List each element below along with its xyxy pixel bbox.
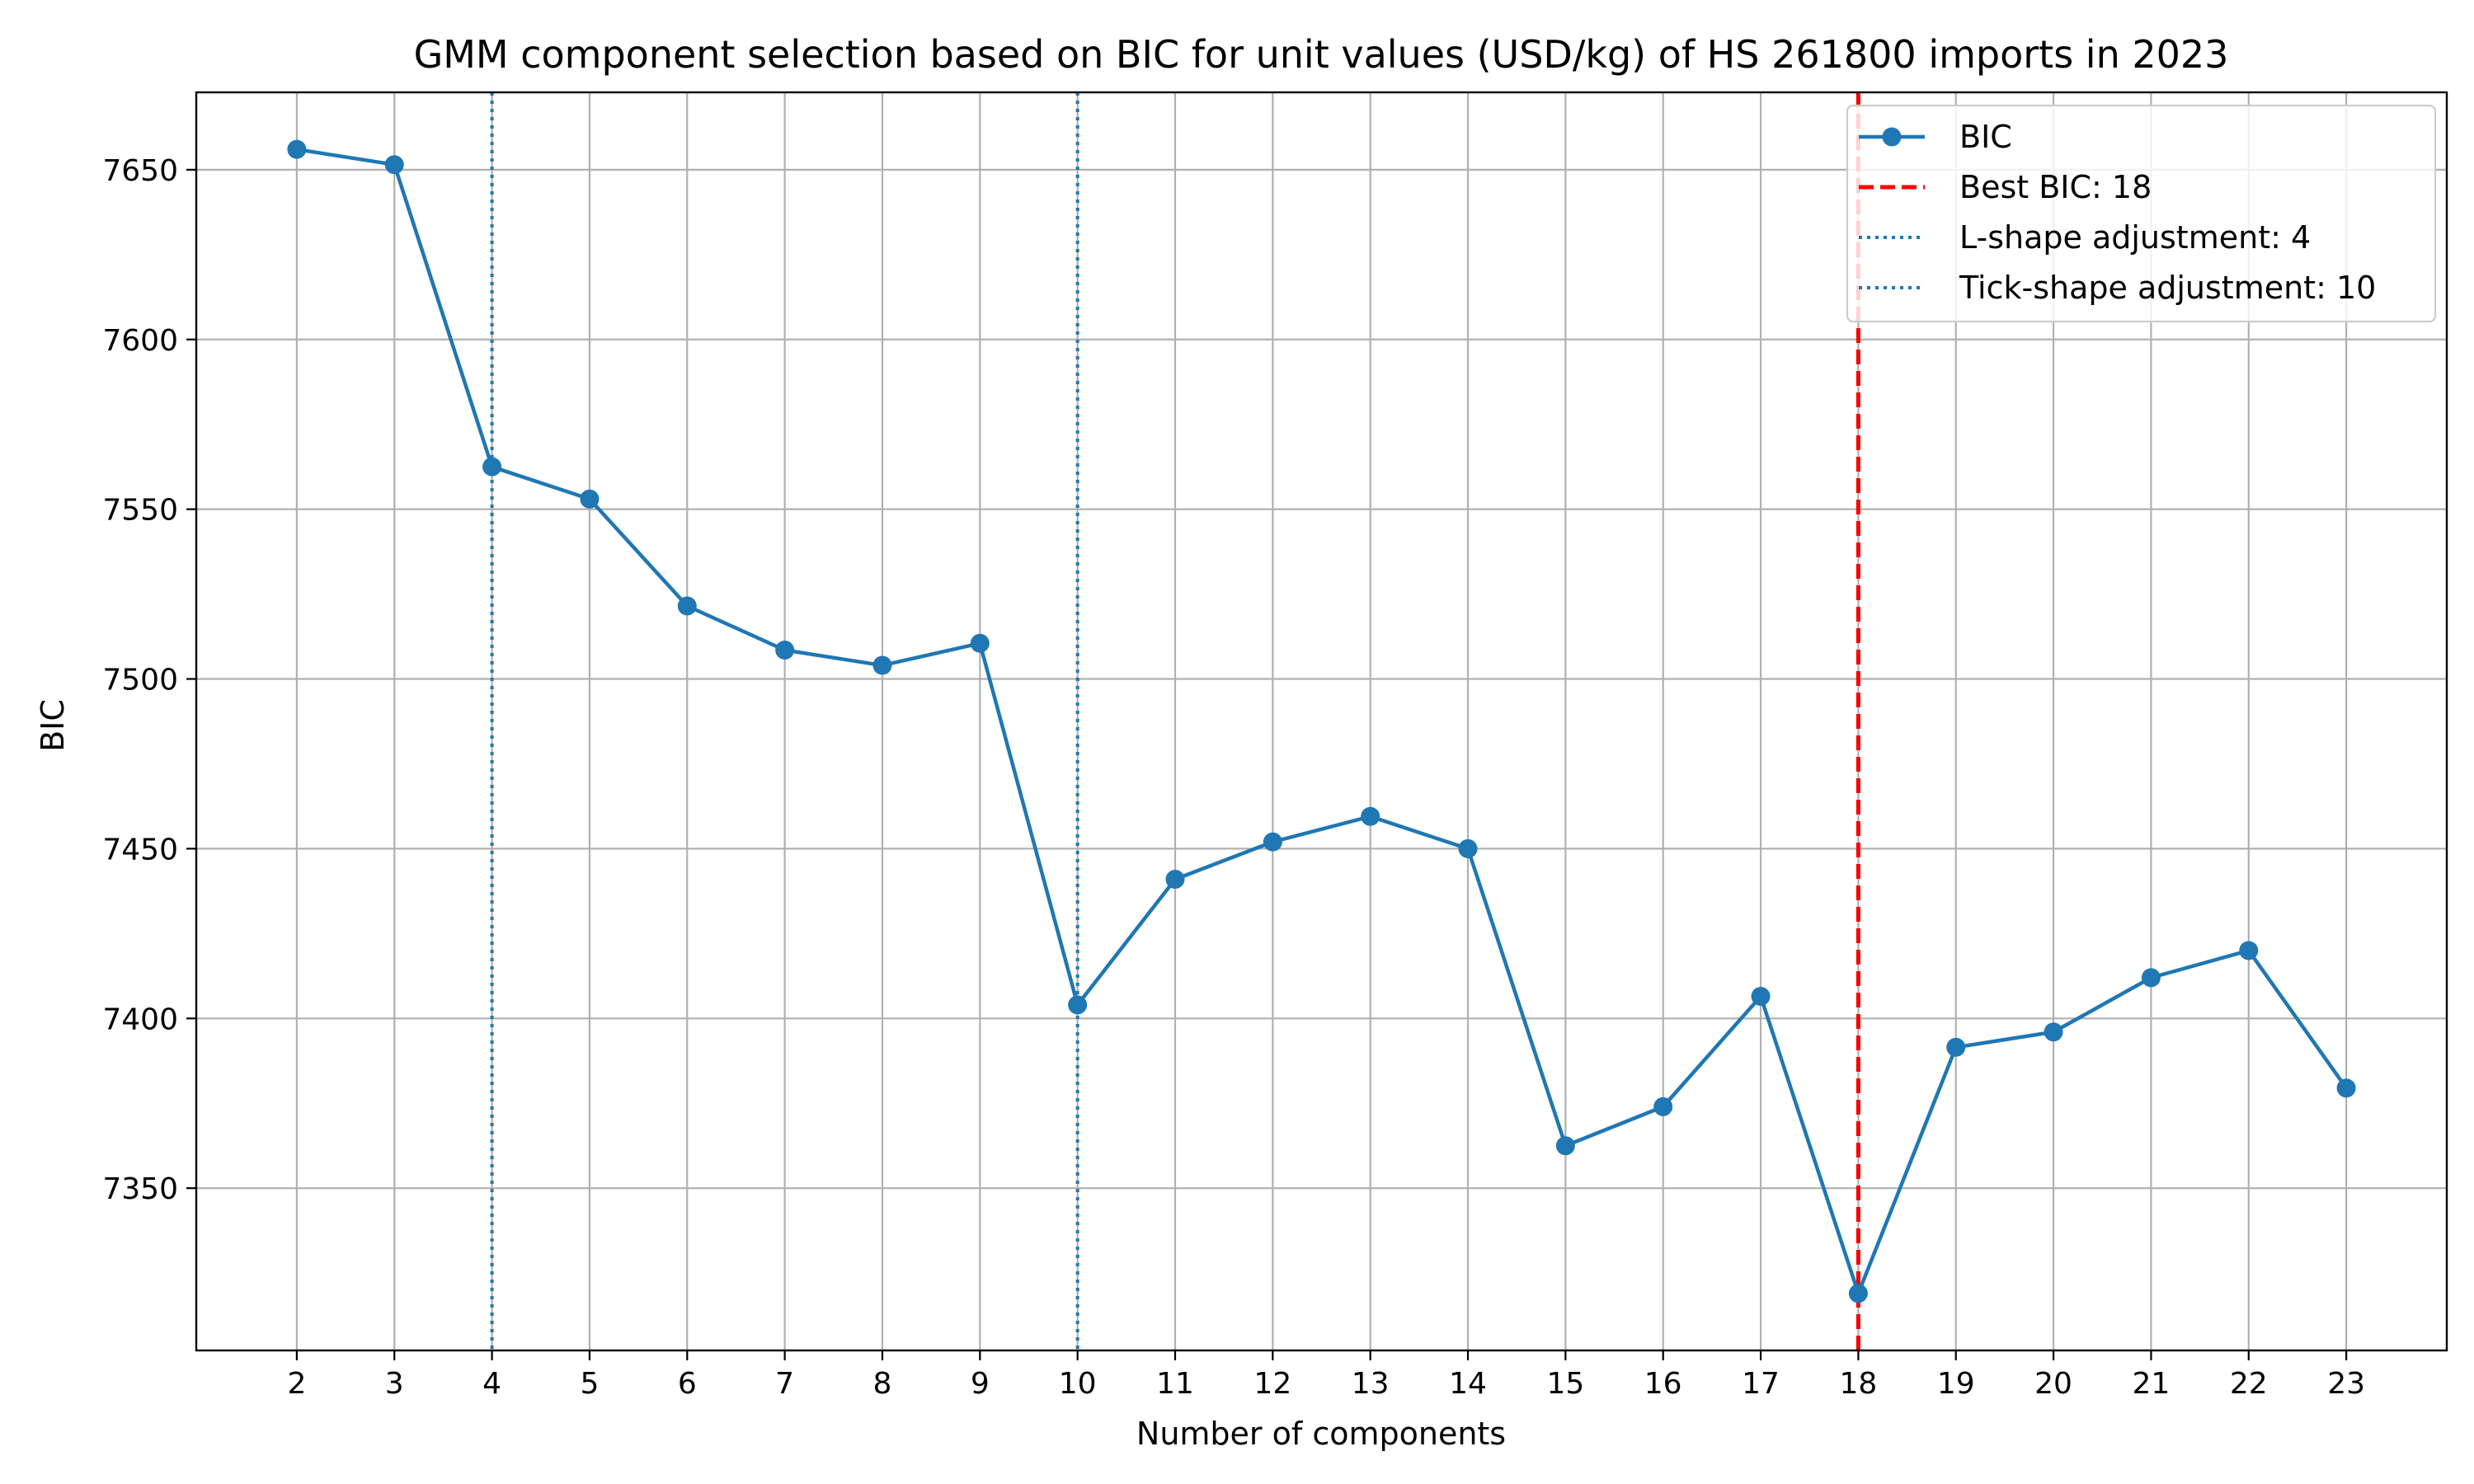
x-tick-label: 8 [873,1367,892,1401]
data-point [482,457,502,477]
data-point [872,655,892,675]
data-point [1068,995,1088,1015]
data-point [775,641,795,660]
y-axis-label: BIC [35,699,71,752]
y-tick-label: 7600 [102,324,178,358]
data-point [384,155,404,175]
data-point [2239,941,2259,960]
x-tick-label: 12 [1253,1367,1291,1401]
data-point [1165,869,1185,889]
x-axis-ticks: 2 3 4 5 6 7 8 9 10 11 12 13 14 15 16 17 18 19 20 21 22 23 [287,1350,2365,1401]
data-point [1848,1284,1868,1303]
legend-label: BIC [1959,119,2012,155]
x-tick-label: 17 [1742,1367,1780,1401]
x-tick-label: 23 [2327,1367,2365,1401]
x-tick-label: 16 [1644,1367,1682,1401]
x-tick-label: 9 [971,1367,990,1401]
y-axis-ticks: 7350 7400 7450 7500 7550 7600 7650 [102,154,196,1206]
x-tick-label: 21 [2133,1367,2171,1401]
x-tick-label: 5 [580,1367,599,1401]
x-tick-label: 3 [385,1367,404,1401]
y-tick-label: 7400 [102,1003,178,1036]
x-tick-label: 22 [2230,1367,2268,1401]
data-point [2336,1078,2356,1098]
x-tick-label: 7 [775,1367,794,1401]
data-point [1751,987,1771,1007]
x-tick-label: 13 [1352,1367,1390,1401]
y-tick-label: 7350 [102,1172,178,1206]
x-tick-label: 15 [1546,1367,1584,1401]
data-point [677,596,697,616]
data-point [1458,838,1478,858]
y-tick-label: 7500 [102,664,178,697]
y-tick-label: 7450 [102,833,178,866]
legend-box [1846,104,2437,323]
data-point [2044,1022,2063,1042]
x-tick-label: 10 [1059,1367,1097,1401]
data-point [2141,968,2161,988]
x-axis-label: Number of components [1136,1416,1506,1452]
data-point [1361,806,1380,826]
vertical-reference-lines [490,92,1860,1350]
data-point [970,633,990,653]
data-point [287,139,307,159]
legend: BIC Best BIC: 18 L-shape adjustment: 4 Tick… [1846,104,2437,323]
data-point [1555,1136,1575,1156]
data-point [580,489,600,509]
x-tick-label: 20 [2034,1367,2072,1401]
y-tick-label: 7650 [102,154,178,188]
x-tick-label: 4 [482,1367,501,1401]
legend-label: Best BIC: 18 [1959,169,2152,205]
y-tick-label: 7550 [102,494,178,528]
data-point [1263,832,1282,852]
x-tick-label: 14 [1449,1367,1487,1401]
x-tick-label: 6 [678,1367,697,1401]
x-tick-label: 19 [1937,1367,1975,1401]
series-layer [287,139,2356,1303]
legend-marker [1882,127,1902,147]
series-line-bic [296,147,2348,1296]
x-tick-label: 18 [1839,1367,1877,1401]
legend-label: L-shape adjustment: 4 [1959,219,2311,256]
legend-label: Tick-shape adjustment: 10 [1959,270,2376,306]
x-tick-label: 2 [287,1367,306,1401]
chart-title: GMM component selection based on BIC for… [414,32,2229,77]
plot-frame [195,91,2448,1352]
x-tick-label: 11 [1156,1367,1194,1401]
data-point [1653,1097,1673,1116]
data-point [1946,1037,1966,1057]
